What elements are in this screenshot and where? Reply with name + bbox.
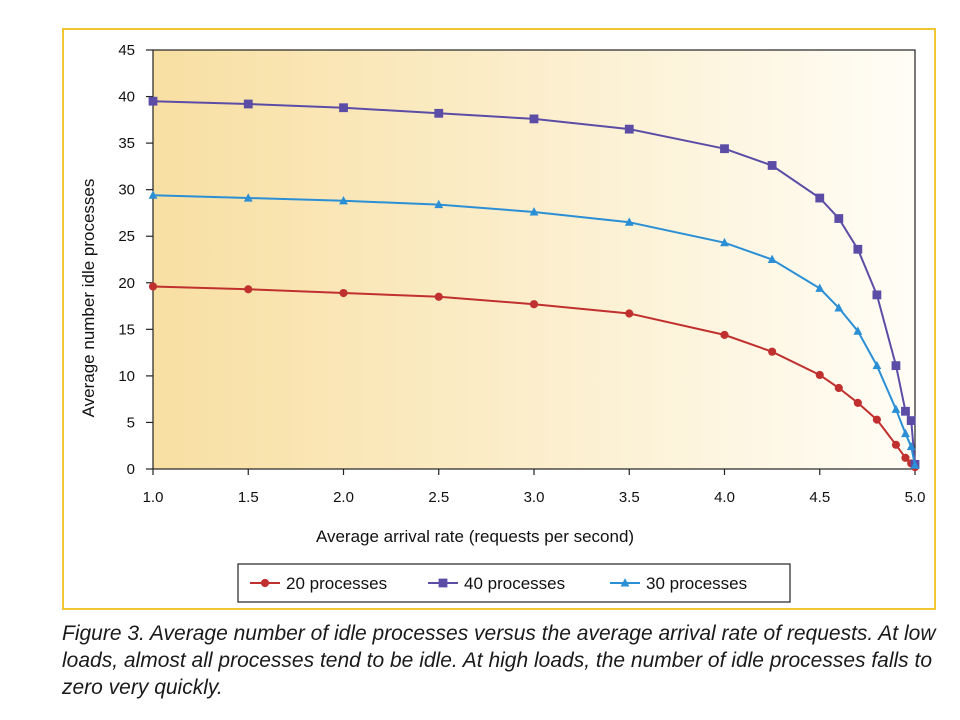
- data-point: [891, 440, 901, 449]
- data-point: [148, 190, 158, 199]
- y-tick-label: 5: [127, 414, 135, 431]
- y-tick-label: 10: [118, 368, 135, 385]
- data-point: [529, 207, 539, 216]
- data-point: [853, 326, 863, 335]
- data-point: [243, 99, 253, 109]
- data-point: [339, 196, 348, 205]
- data-point: [834, 303, 844, 312]
- data-point: [720, 144, 729, 154]
- x-tick-label: 4.5: [809, 489, 830, 506]
- data-point: [910, 460, 920, 469]
- data-point: [768, 347, 777, 356]
- y-tick-label: 15: [118, 321, 135, 338]
- x-tick-label: 3.5: [619, 489, 640, 506]
- legend-label: 40 processes: [464, 574, 565, 593]
- data-point: [767, 161, 777, 170]
- data-point: [339, 288, 348, 298]
- series-line: [152, 285, 916, 468]
- series-3: [148, 190, 920, 469]
- x-tick-label: 2.0: [333, 489, 354, 506]
- x-tick-label: 1.0: [143, 489, 164, 506]
- data-point: [434, 292, 443, 301]
- data-point: [148, 96, 158, 106]
- data-point: [260, 578, 270, 588]
- data-point: [529, 114, 539, 124]
- data-point: [243, 193, 253, 202]
- data-point: [906, 441, 916, 451]
- legend-label: 20 processes: [286, 574, 387, 593]
- y-tick-label: 45: [118, 42, 135, 59]
- y-axis-label: Average number idle processes: [79, 179, 98, 418]
- series-line: [152, 194, 916, 466]
- y-axis: 0 5 10 15 20 25 30 35 40 45: [118, 42, 153, 478]
- legend-label: 30 processes: [646, 574, 747, 593]
- y-tick-label: 20: [118, 275, 135, 292]
- data-point: [872, 290, 882, 300]
- legend-box: [237, 563, 791, 603]
- plot-area: [152, 49, 916, 470]
- data-point: [815, 283, 825, 292]
- data-point: [529, 300, 539, 309]
- data-point: [438, 578, 448, 588]
- figure-frame: 0 5 10 15 20 25 30 35 40 45 1.0 1.5 2.0 2.5 3.0 3.5 4.0…: [62, 28, 936, 610]
- data-point: [834, 383, 843, 393]
- data-point: [872, 415, 881, 424]
- data-point: [901, 428, 910, 438]
- data-point: [434, 108, 444, 118]
- x-tick-label: 3.0: [524, 489, 545, 506]
- figure-caption: Figure 3. Average number of idle process…: [62, 622, 936, 699]
- series-line: [152, 100, 916, 465]
- data-point: [624, 217, 634, 226]
- legend-item: 20 processes: [250, 574, 387, 593]
- data-point: [834, 214, 844, 223]
- data-point: [720, 330, 729, 340]
- data-point: [815, 193, 825, 203]
- data-point: [901, 406, 910, 416]
- y-tick-label: 25: [118, 228, 135, 245]
- data-point: [891, 361, 901, 371]
- data-point: [244, 285, 253, 294]
- data-point: [891, 404, 901, 413]
- data-point: [901, 453, 910, 462]
- y-tick-label: 35: [118, 135, 135, 152]
- data-point: [853, 398, 862, 407]
- series-layer: [148, 96, 920, 472]
- x-tick-label: 1.5: [238, 489, 259, 506]
- x-axis-label: Average arrival rate (requests per secon…: [316, 527, 634, 546]
- data-point: [148, 282, 158, 291]
- data-point: [853, 244, 863, 254]
- x-tick-label: 5.0: [905, 489, 926, 506]
- data-point: [720, 237, 729, 247]
- legend: 20 processes 40 processes 30 processes: [237, 563, 791, 603]
- data-point: [906, 416, 916, 425]
- legend-item: 40 processes: [428, 574, 565, 593]
- data-point: [815, 370, 824, 380]
- data-point: [624, 124, 634, 134]
- data-point: [872, 360, 882, 370]
- data-point: [620, 578, 630, 587]
- x-tick-label: 2.5: [428, 489, 449, 506]
- data-point: [625, 309, 634, 318]
- legend-item: 30 processes: [610, 574, 747, 593]
- line-chart: 0 5 10 15 20 25 30 35 40 45 1.0 1.5 2.0 2.5 3.0 3.5 4.0…: [79, 42, 926, 603]
- data-point: [767, 254, 777, 264]
- y-tick-label: 30: [118, 182, 135, 199]
- y-tick-label: 40: [118, 89, 135, 106]
- data-point: [339, 103, 348, 113]
- x-axis: 1.0 1.5 2.0 2.5 3.0 3.5 4.0 4.5 5.0: [143, 469, 926, 506]
- data-point: [434, 199, 444, 209]
- y-tick-label: 0: [127, 461, 135, 478]
- series-2: [148, 96, 920, 469]
- x-tick-label: 4.0: [714, 489, 735, 506]
